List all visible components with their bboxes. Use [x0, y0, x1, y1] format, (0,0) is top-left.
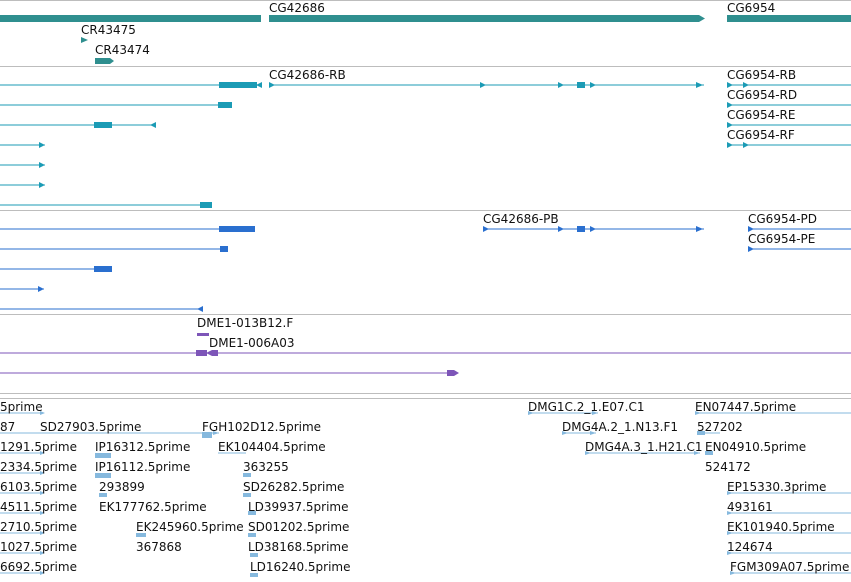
read-label[interactable]: EN04910.5prime [705, 440, 806, 454]
transcript-labels: CG42686-RB CG6954-RB CG6954-RD CG6954-RE… [269, 68, 797, 142]
gene-label[interactable]: CR43475 [81, 23, 136, 37]
protein-labels: CG42686-PB CG6954-PD CG6954-PE [483, 212, 817, 246]
transcript-label[interactable]: CG6954-RD [727, 88, 797, 102]
protein-label[interactable]: CG6954-PE [748, 232, 815, 246]
read-label[interactable]: 363255 [243, 460, 289, 474]
read-label[interactable]: 6103.5prime [0, 480, 77, 494]
gene-glyph-cg42686[interactable] [269, 15, 699, 22]
read-label[interactable]: IP16312.5prime [95, 440, 190, 454]
transcript-label[interactable]: CG6954-RB [727, 68, 796, 82]
gene-arrow-cg42686 [699, 15, 705, 22]
read-label[interactable]: 6692.5prime [0, 560, 77, 574]
read-label[interactable]: EN07447.5prime [695, 400, 796, 414]
read-label[interactable]: SD01202.5prime [248, 520, 349, 534]
read-label[interactable]: DMG4A.2_1.N13.F1 [562, 420, 678, 434]
gene-label[interactable]: CG6954 [727, 1, 775, 15]
read-label[interactable]: FGM309A07.5prime [730, 560, 849, 574]
read-label[interactable]: 4511.5prime [0, 500, 77, 514]
read-label[interactable]: LD16240.5prime [250, 560, 351, 574]
read-label[interactable]: 5prime [0, 400, 43, 414]
read-label[interactable]: SD26282.5prime [243, 480, 344, 494]
gene-label[interactable]: CR43474 [95, 43, 150, 57]
read-label[interactable]: 2710.5prime [0, 520, 77, 534]
read-label[interactable]: EK177762.5prime [99, 500, 207, 514]
gene-track [0, 15, 851, 64]
transcript-label[interactable]: CG6954-RE [727, 108, 795, 122]
gene-glyph-cg6954[interactable] [727, 15, 851, 22]
est-label[interactable]: DME1-006A03 [209, 336, 295, 350]
track-dividers [0, 0, 851, 399]
read-label[interactable]: 2334.5prime [0, 460, 77, 474]
transcript-label[interactable]: CG42686-RB [269, 68, 346, 82]
protein-track [0, 226, 851, 312]
read-label[interactable]: 124674 [727, 540, 773, 554]
read-label[interactable]: 87 [0, 420, 15, 434]
est-label[interactable]: DME1-013B12.F [197, 316, 293, 330]
read-labels: 5prime DMG1C.2_1.E07.C1 EN07447.5prime 8… [0, 400, 849, 574]
read-label[interactable]: 524172 [705, 460, 751, 474]
read-label[interactable]: 1027.5prime [0, 540, 77, 554]
read-label[interactable]: FGH102D12.5prime [202, 420, 321, 434]
protein-label[interactable]: CG6954-PD [748, 212, 817, 226]
read-label[interactable]: EK245960.5prime [136, 520, 244, 534]
reads-track [0, 411, 851, 577]
gene-glyph-cr43474[interactable] [95, 58, 114, 64]
read-label[interactable]: EK101940.5prime [727, 520, 835, 534]
est-track [0, 333, 851, 376]
read-label[interactable]: 527202 [697, 420, 743, 434]
read-label[interactable]: 493161 [727, 500, 773, 514]
read-label[interactable]: LD39937.5prime [248, 500, 349, 514]
read-label[interactable]: 293899 [99, 480, 145, 494]
protein-label[interactable]: CG42686-PB [483, 212, 559, 226]
read-label[interactable]: LD38168.5prime [248, 540, 349, 554]
read-label[interactable]: 367868 [136, 540, 182, 554]
read-label[interactable]: EK104404.5prime [218, 440, 326, 454]
read-label[interactable]: EP15330.3prime [727, 480, 826, 494]
read-label[interactable]: 1291.5prime [0, 440, 77, 454]
gene-labels: CG42686 CG6954 CR43475 CR43474 [81, 1, 775, 57]
gene-glyph-cr43475[interactable] [81, 37, 88, 43]
gene-glyph-left[interactable] [0, 15, 261, 22]
read-label[interactable]: DMG4A.3_1.H21.C1 [585, 440, 703, 454]
transcript-track [0, 82, 851, 208]
read-label[interactable]: IP16112.5prime [95, 460, 190, 474]
read-label[interactable]: SD27903.5prime [40, 420, 141, 434]
read-label[interactable]: DMG1C.2_1.E07.C1 [528, 400, 644, 414]
transcript-label[interactable]: CG6954-RF [727, 128, 795, 142]
gene-label[interactable]: CG42686 [269, 1, 325, 15]
est-labels: DME1-013B12.F DME1-006A03 [197, 316, 295, 350]
